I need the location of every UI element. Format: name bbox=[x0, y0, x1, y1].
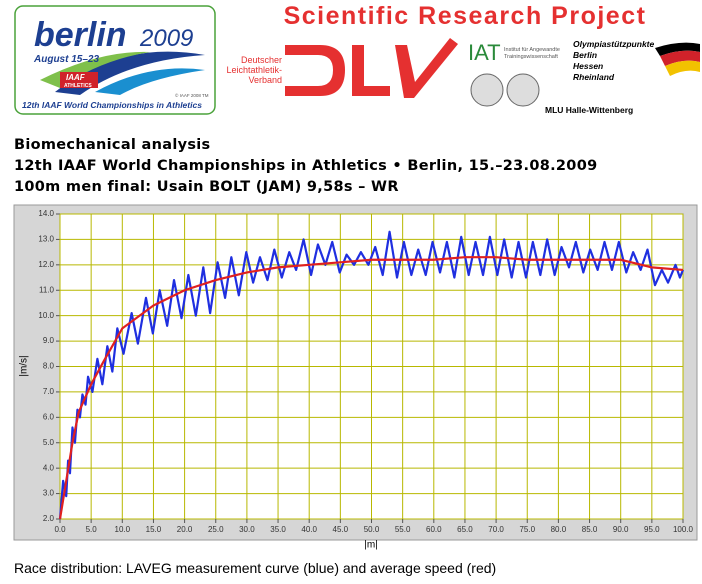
osp: Olympiastützpunkte bbox=[573, 39, 655, 49]
osp: Berlin bbox=[573, 50, 597, 60]
iaaf-badge bbox=[60, 72, 98, 88]
athletics-text: ATHLETICS bbox=[64, 83, 92, 89]
heading: 100m men final: Usain BOLT (JAM) 9,58s –… bbox=[14, 179, 399, 195]
x-tick-label: 90.0 bbox=[613, 525, 629, 534]
y-tick-label: 11.0 bbox=[39, 285, 55, 294]
osp: Rheinland bbox=[573, 72, 615, 82]
y-axis-label: |m/s| bbox=[19, 355, 30, 376]
mlu: MLU Halle-Wittenberg bbox=[545, 105, 633, 115]
y-tick-label: 5.0 bbox=[43, 438, 55, 447]
y-tick-label: 7.0 bbox=[43, 387, 55, 396]
x-tick-label: 30.0 bbox=[239, 525, 255, 534]
x-tick-label: 85.0 bbox=[582, 525, 598, 534]
y-tick-label: 8.0 bbox=[43, 362, 55, 371]
x-tick-label: 60.0 bbox=[426, 525, 442, 534]
x-tick-label: 80.0 bbox=[551, 525, 567, 534]
x-tick-label: 65.0 bbox=[457, 525, 473, 534]
header-logos: berlin 2009 August 15–23 IAAF ATHLETICS … bbox=[14, 2, 700, 115]
speed-line bbox=[58, 230, 685, 520]
x-tick-label: 40.0 bbox=[301, 525, 317, 534]
y-tick-label: 6.0 bbox=[43, 412, 55, 421]
dlv-d bbox=[285, 45, 345, 96]
x-tick-label: 70.0 bbox=[488, 525, 504, 534]
dlv-name: Deutscher bbox=[241, 55, 282, 65]
iaaf-text: IAAF bbox=[66, 73, 86, 82]
stripe bbox=[665, 60, 700, 76]
x-tick-label: 100.0 bbox=[673, 525, 694, 534]
stripe bbox=[655, 42, 700, 56]
seal bbox=[470, 73, 504, 107]
iat-name: Trainingswissenschaft bbox=[504, 54, 558, 60]
x-tick-label: 35.0 bbox=[270, 525, 286, 534]
iat-name: Institut für Angewandte bbox=[504, 47, 560, 53]
dlv-l bbox=[352, 45, 390, 96]
berlin-dates: August 15–23 bbox=[33, 54, 99, 65]
x-tick-label: 10.0 bbox=[115, 525, 131, 534]
swoosh bbox=[95, 68, 205, 95]
heading: Biomechanical analysis bbox=[14, 137, 211, 153]
seal bbox=[506, 73, 540, 107]
y-tick-label: 2.0 bbox=[43, 514, 55, 523]
berlin-year: 2009 bbox=[139, 25, 193, 52]
speed-line bbox=[58, 256, 684, 520]
x-tick-label: 0.0 bbox=[54, 525, 66, 534]
iat-logo: IAT bbox=[468, 40, 501, 65]
dlv-v bbox=[395, 38, 458, 98]
x-tick-label: 45.0 bbox=[333, 525, 349, 534]
stripe bbox=[660, 50, 700, 66]
osp: Hessen bbox=[573, 61, 603, 71]
y-tick-label: 9.0 bbox=[43, 336, 55, 345]
berlin-championships: 12th IAAF World Championships in Athleti… bbox=[22, 100, 202, 110]
y-tick-label: 14.0 bbox=[38, 209, 54, 218]
y-tick-label: 12.0 bbox=[38, 260, 54, 269]
y-tick-label: 13.0 bbox=[38, 235, 54, 244]
x-tick-label: 25.0 bbox=[208, 525, 224, 534]
x-tick-label: 75.0 bbox=[519, 525, 535, 534]
caption: Race distribution: LAVEG measurement cur… bbox=[14, 560, 497, 576]
x-tick-label: 20.0 bbox=[177, 525, 193, 534]
x-tick-label: 15.0 bbox=[146, 525, 162, 534]
y-tick-label: 4.0 bbox=[43, 463, 55, 472]
berlin-word: berlin bbox=[34, 16, 127, 54]
y-tick-label: 3.0 bbox=[43, 489, 55, 498]
x-tick-label: 50.0 bbox=[364, 525, 380, 534]
x-tick-label: 55.0 bbox=[395, 525, 411, 534]
x-tick-label: 5.0 bbox=[86, 525, 98, 534]
dlv-name: Verband bbox=[248, 75, 282, 85]
y-tick-label: 10.0 bbox=[38, 311, 54, 320]
dlv-name: Leichtathletik- bbox=[226, 65, 282, 75]
project-title: Scientific Research Project bbox=[284, 2, 647, 30]
x-axis-label: |m| bbox=[364, 540, 378, 551]
heading: 12th IAAF World Championships in Athleti… bbox=[14, 158, 598, 174]
copyright: © IAAF 2008 TM bbox=[175, 92, 209, 98]
x-tick-label: 95.0 bbox=[644, 525, 660, 534]
